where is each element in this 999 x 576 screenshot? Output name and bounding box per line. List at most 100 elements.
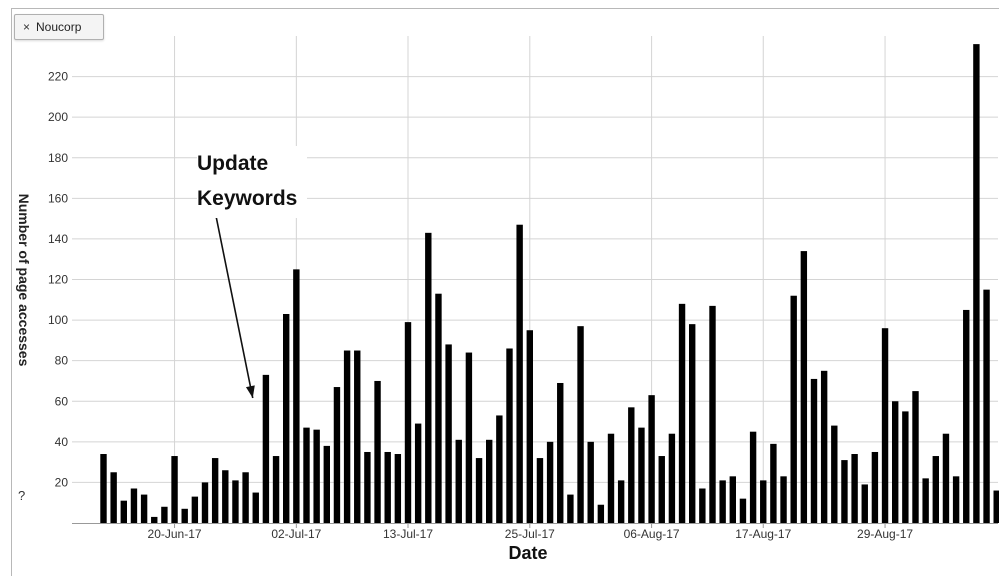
bar[interactable] [546, 441, 554, 523]
x-tick-label: 02-Jul-17 [271, 527, 321, 541]
bar[interactable] [303, 427, 310, 523]
bar[interactable] [110, 472, 117, 523]
bar[interactable] [445, 344, 452, 523]
bar[interactable] [983, 289, 990, 523]
bar[interactable] [130, 488, 138, 523]
bar[interactable] [800, 251, 808, 523]
bar[interactable] [404, 322, 412, 523]
bar[interactable] [648, 395, 655, 523]
bar[interactable] [374, 380, 381, 523]
bar[interactable] [455, 439, 462, 523]
x-tick-label: 25-Jul-17 [505, 527, 555, 541]
bar[interactable] [709, 305, 716, 523]
bar[interactable] [963, 309, 970, 523]
bar[interactable] [617, 480, 625, 523]
bar[interactable] [171, 456, 178, 523]
bar[interactable] [120, 500, 127, 523]
bar[interactable] [232, 480, 239, 523]
help-icon[interactable]: ? [18, 488, 26, 503]
annotation-label: Update Keywords [197, 146, 308, 218]
bar[interactable] [211, 458, 219, 523]
y-axis-label: Number of page accesses [16, 193, 32, 367]
bar[interactable] [313, 429, 320, 523]
bar[interactable] [435, 293, 442, 523]
bar[interactable] [191, 496, 199, 523]
bar[interactable] [689, 324, 696, 523]
bar[interactable] [932, 456, 939, 523]
bar[interactable] [678, 303, 686, 523]
bar[interactable] [699, 488, 706, 523]
bar[interactable] [729, 476, 736, 523]
bar[interactable] [384, 451, 391, 523]
annotation-arrow [215, 215, 254, 399]
bar[interactable] [465, 352, 473, 523]
bar[interactable] [151, 516, 158, 523]
bar[interactable] [892, 401, 899, 523]
bar[interactable] [607, 433, 615, 523]
bar[interactable] [597, 504, 605, 523]
bar[interactable] [222, 470, 229, 523]
bar[interactable] [181, 508, 188, 523]
bar[interactable] [425, 232, 432, 523]
close-icon[interactable]: × [23, 20, 31, 34]
bar[interactable] [242, 472, 249, 523]
bar[interactable] [343, 350, 351, 523]
bar[interactable] [841, 460, 848, 523]
series-toggle-button[interactable]: × Noucorp [14, 14, 104, 40]
bar[interactable] [557, 382, 564, 523]
bar[interactable] [790, 295, 797, 523]
bar[interactable] [506, 348, 513, 523]
bar[interactable] [760, 480, 767, 523]
y-tick-label: 60 [55, 394, 69, 408]
bar[interactable] [668, 433, 676, 523]
bar[interactable] [922, 478, 929, 523]
y-tick-label: 20 [55, 475, 69, 489]
bar[interactable] [354, 350, 361, 523]
bar[interactable] [587, 441, 594, 523]
bar[interactable] [912, 391, 919, 523]
bar[interactable] [628, 407, 635, 523]
bar[interactable] [902, 411, 909, 523]
bar[interactable] [780, 476, 787, 523]
bar[interactable] [820, 370, 828, 523]
bar[interactable] [861, 484, 868, 523]
bar[interactable] [851, 454, 858, 523]
bar[interactable] [577, 326, 584, 523]
bar[interactable] [475, 458, 483, 523]
bar[interactable] [262, 374, 270, 523]
bar[interactable] [993, 490, 999, 523]
bar[interactable] [100, 454, 107, 523]
bar[interactable] [496, 415, 503, 523]
bar[interactable] [658, 456, 665, 523]
bar[interactable] [486, 439, 493, 523]
bar[interactable] [323, 445, 330, 523]
bar[interactable] [140, 494, 148, 523]
bar[interactable] [283, 313, 290, 523]
bar[interactable] [881, 328, 889, 523]
bar[interactable] [739, 498, 747, 523]
bar[interactable] [526, 330, 533, 523]
bar[interactable] [272, 456, 280, 523]
bar[interactable] [952, 476, 960, 523]
bar[interactable] [201, 482, 209, 523]
bar[interactable] [942, 433, 950, 523]
bar[interactable] [252, 492, 259, 523]
bar[interactable] [516, 224, 523, 523]
bar[interactable] [871, 451, 879, 523]
bar[interactable] [810, 378, 818, 523]
bar[interactable] [536, 458, 544, 523]
bar[interactable] [567, 494, 574, 523]
bar[interactable] [293, 269, 300, 523]
annotation-line-1: Update [197, 152, 269, 175]
bar[interactable] [638, 427, 645, 523]
bar[interactable] [770, 443, 777, 523]
bar[interactable] [394, 454, 402, 523]
bar[interactable] [973, 44, 980, 523]
bar[interactable] [749, 431, 757, 523]
bar[interactable] [831, 425, 838, 523]
bar[interactable] [719, 480, 726, 523]
bar[interactable] [364, 451, 371, 523]
bar[interactable] [333, 387, 341, 523]
bar[interactable] [161, 506, 168, 523]
bar[interactable] [414, 423, 422, 523]
